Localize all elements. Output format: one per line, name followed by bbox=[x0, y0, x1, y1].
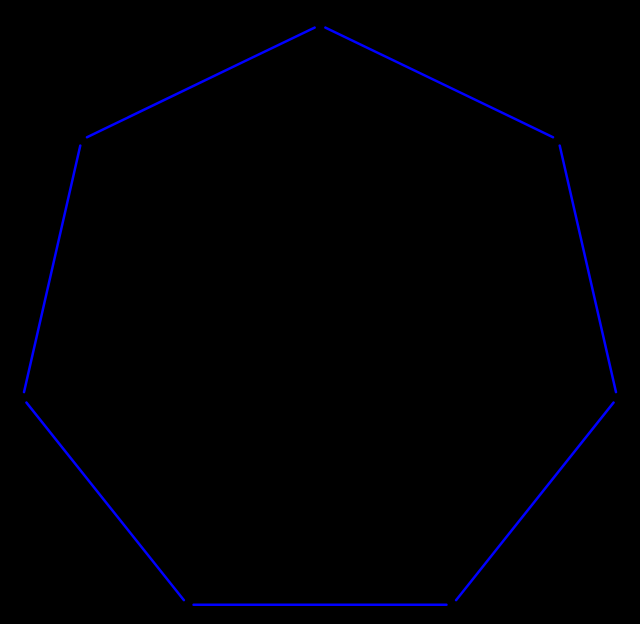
heptagon-edge bbox=[24, 146, 80, 392]
heptagon-edge bbox=[87, 28, 315, 138]
heptagon-edge bbox=[325, 28, 553, 138]
diagram-canvas bbox=[0, 0, 640, 624]
heptagon-shape bbox=[0, 0, 640, 624]
heptagon-edge bbox=[26, 403, 183, 601]
heptagon-edge bbox=[456, 403, 613, 601]
heptagon-edge bbox=[560, 146, 616, 392]
